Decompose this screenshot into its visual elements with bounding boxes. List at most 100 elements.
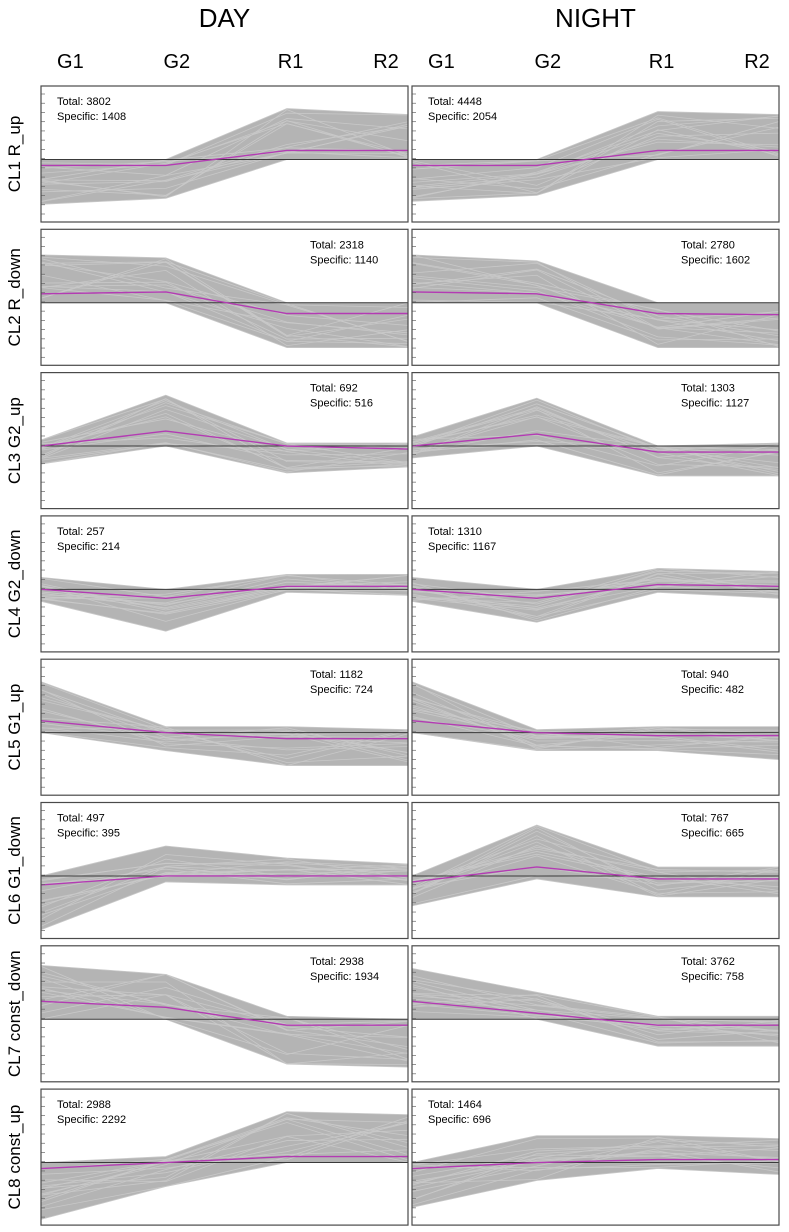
profile-line bbox=[41, 987, 408, 1025]
mean-profile-line bbox=[412, 866, 779, 883]
panel-frame bbox=[40, 945, 409, 1083]
panel-frame bbox=[411, 372, 780, 510]
condition-title-day: DAY bbox=[199, 3, 251, 33]
stage-label-g1-night: G1 bbox=[428, 51, 455, 73]
panel-frame bbox=[40, 228, 409, 366]
profile-line bbox=[41, 971, 408, 1050]
panel-plot-area bbox=[41, 1111, 408, 1220]
profile-band bbox=[41, 254, 408, 348]
profile-line bbox=[41, 978, 408, 1055]
profile-line bbox=[412, 697, 779, 748]
profile-line bbox=[412, 875, 779, 905]
cluster-label-5: CL5 G1_up bbox=[5, 684, 24, 771]
profile-line bbox=[41, 575, 408, 611]
profile-line bbox=[412, 716, 779, 750]
profile-line bbox=[41, 445, 408, 474]
profile-line bbox=[41, 261, 408, 337]
panel-8-night: Total: 1464 Specific: 696 bbox=[411, 1088, 780, 1226]
profile-line bbox=[412, 430, 779, 454]
profile-line bbox=[412, 132, 779, 186]
total-count-label: Total: 1310 bbox=[428, 526, 482, 538]
profile-line bbox=[412, 416, 779, 468]
mean-profile-line bbox=[41, 430, 408, 450]
panel-frame bbox=[411, 801, 780, 940]
profile-line bbox=[41, 994, 408, 1060]
profile-line bbox=[412, 256, 779, 329]
panel-frame bbox=[411, 228, 780, 366]
panel-frame bbox=[40, 658, 409, 796]
profile-line bbox=[41, 591, 408, 632]
profile-line bbox=[412, 993, 779, 1036]
specific-count-label: Specific: 1934 bbox=[310, 971, 379, 983]
mean-profile-line bbox=[412, 433, 779, 453]
panel-plot-area bbox=[41, 681, 408, 766]
profile-line bbox=[41, 1122, 408, 1170]
stage-label-r2-night: R2 bbox=[744, 51, 770, 73]
profile-line bbox=[412, 297, 779, 341]
panel-frame bbox=[411, 658, 780, 796]
profile-line bbox=[412, 1136, 779, 1184]
profile-line bbox=[41, 1118, 408, 1184]
profile-line bbox=[412, 268, 779, 337]
panel-frame bbox=[40, 1088, 409, 1226]
profile-line bbox=[412, 1011, 779, 1031]
panel-8-day: Total: 2988 Specific: 2292 bbox=[40, 1088, 409, 1226]
profile-line bbox=[412, 1148, 779, 1172]
stage-label-r2-day: R2 bbox=[373, 51, 399, 73]
profile-line bbox=[412, 416, 779, 472]
specific-count-label: Specific: 516 bbox=[310, 398, 373, 410]
profile-line bbox=[412, 838, 779, 886]
profile-line bbox=[412, 575, 779, 622]
profile-line bbox=[412, 126, 779, 190]
profile-line bbox=[41, 442, 408, 471]
profile-line bbox=[412, 445, 779, 477]
total-count-label: Total: 692 bbox=[310, 383, 358, 395]
cluster-label-6: CL6 G1_down bbox=[5, 816, 24, 925]
mean-profile-line bbox=[41, 291, 408, 315]
mean-profile-line bbox=[41, 1000, 408, 1026]
profile-line bbox=[41, 700, 408, 754]
specific-count-label: Specific: 395 bbox=[57, 828, 120, 840]
profile-line bbox=[41, 147, 408, 180]
profile-line bbox=[412, 299, 779, 320]
profile-line bbox=[41, 858, 408, 908]
panel-1-day: Total: 3802 Specific: 1408 bbox=[40, 85, 409, 223]
profile-line bbox=[412, 397, 779, 447]
panel-4-night: Total: 1310 Specific: 1167 bbox=[411, 515, 780, 653]
total-count-label: Total: 3802 bbox=[57, 96, 111, 108]
profile-line bbox=[41, 408, 408, 465]
profile-line bbox=[412, 986, 779, 1044]
profile-line bbox=[412, 117, 779, 166]
profile-line bbox=[412, 1135, 779, 1163]
profile-line bbox=[41, 1113, 408, 1196]
profile-line bbox=[412, 114, 779, 194]
profile-line bbox=[41, 442, 408, 473]
specific-count-label: Specific: 1127 bbox=[681, 398, 749, 410]
profile-line bbox=[412, 1162, 779, 1206]
total-count-label: Total: 1303 bbox=[681, 383, 735, 395]
profile-line bbox=[412, 567, 779, 590]
profile-line bbox=[412, 705, 779, 753]
profile-line bbox=[412, 440, 779, 469]
total-count-label: Total: 2988 bbox=[57, 1099, 111, 1111]
panel-plot-area bbox=[412, 824, 779, 907]
profile-line bbox=[412, 681, 779, 731]
mean-profile-line bbox=[41, 875, 408, 886]
profile-line bbox=[41, 868, 408, 902]
profile-line bbox=[412, 827, 779, 895]
panel-plot-area bbox=[41, 845, 408, 931]
condition-title-night: NIGHT bbox=[555, 3, 636, 33]
profile-band bbox=[412, 681, 779, 760]
profile-line bbox=[41, 697, 408, 760]
mean-profile-line bbox=[41, 585, 408, 600]
total-count-label: Total: 2938 bbox=[310, 956, 364, 968]
profile-line bbox=[41, 274, 408, 344]
panel-frame bbox=[40, 515, 409, 653]
profile-line bbox=[41, 981, 408, 1065]
panel-plot-area bbox=[412, 1135, 779, 1208]
mean-profile-line bbox=[412, 583, 779, 600]
profile-line bbox=[412, 684, 779, 737]
profile-line bbox=[41, 125, 408, 203]
profile-line bbox=[412, 1168, 779, 1208]
